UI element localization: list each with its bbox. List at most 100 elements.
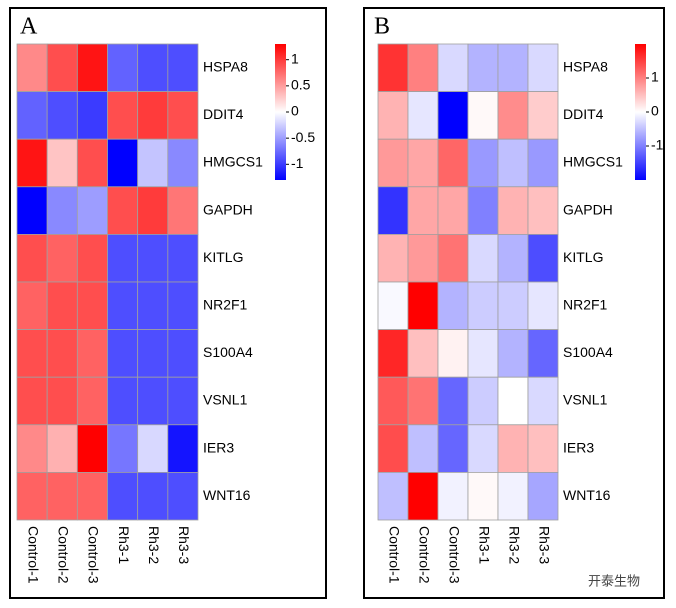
heatmap-cell bbox=[497, 91, 529, 140]
heatmap-cell bbox=[107, 424, 139, 473]
heatmap-cell bbox=[16, 329, 48, 378]
heatmap-cell bbox=[407, 471, 439, 521]
heatmap-cell bbox=[16, 281, 48, 330]
column-label: Control-3 bbox=[86, 526, 102, 584]
heatmap-cell bbox=[107, 376, 139, 426]
heatmap-cell bbox=[137, 471, 169, 521]
heatmap-cell bbox=[407, 281, 439, 330]
column-label: Control-1 bbox=[25, 526, 41, 584]
panel-label: A bbox=[20, 14, 38, 40]
heatmap-cell bbox=[76, 43, 108, 92]
heatmap-cell bbox=[467, 186, 499, 235]
colorbar-tick-label: -1 bbox=[651, 137, 664, 153]
heatmap-cell bbox=[377, 329, 409, 378]
heatmap-cell bbox=[467, 281, 499, 330]
heatmap-cell bbox=[46, 233, 78, 283]
heatmap-cell bbox=[497, 281, 529, 330]
colorbar-tick-label: 1 bbox=[291, 50, 299, 66]
heatmap-cell bbox=[527, 329, 559, 378]
heatmap-cell bbox=[137, 43, 169, 92]
heatmap-cell bbox=[107, 138, 139, 188]
heatmap-cell bbox=[497, 471, 529, 521]
heatmap-cell bbox=[377, 138, 409, 188]
heatmap-cell bbox=[76, 186, 108, 235]
heatmap-cell bbox=[407, 376, 439, 426]
heatmap-cell bbox=[407, 186, 439, 235]
heatmap-cell bbox=[16, 43, 48, 92]
heatmap-cell bbox=[16, 376, 48, 426]
row-label: KITLG bbox=[203, 249, 243, 265]
heatmap-cell bbox=[76, 471, 108, 521]
heatmap-cell bbox=[437, 424, 469, 473]
heatmap-cell bbox=[467, 471, 499, 521]
heatmap-cell bbox=[76, 424, 108, 473]
colorbar-tick-label: 0.5 bbox=[291, 77, 311, 93]
heatmap-cell bbox=[497, 138, 529, 188]
row-label: DDIT4 bbox=[563, 106, 604, 122]
heatmap-cell bbox=[377, 281, 409, 330]
heatmap-cell bbox=[167, 329, 199, 378]
panel-frame bbox=[9, 7, 327, 599]
heatmap-cell bbox=[137, 424, 169, 473]
column-label: Control-1 bbox=[386, 526, 402, 584]
heatmap-cell bbox=[107, 281, 139, 330]
heatmap-cell bbox=[46, 281, 78, 330]
row-label: WNT16 bbox=[203, 487, 251, 503]
heatmap-cell bbox=[76, 376, 108, 426]
row-label: S100A4 bbox=[203, 344, 253, 360]
panel-frame bbox=[363, 7, 665, 599]
heatmap-cell bbox=[137, 186, 169, 235]
heatmap-cell bbox=[407, 233, 439, 283]
row-label: VSNL1 bbox=[203, 392, 248, 408]
heatmap-cell bbox=[527, 424, 559, 473]
heatmap-cell bbox=[46, 329, 78, 378]
heatmap-cell bbox=[527, 186, 559, 235]
column-label: Rh3-1 bbox=[116, 526, 132, 564]
heatmap-cell bbox=[137, 281, 169, 330]
row-label: GAPDH bbox=[563, 201, 613, 217]
heatmap-cell bbox=[107, 91, 139, 140]
column-label: Control-2 bbox=[56, 526, 72, 584]
heatmap-cell bbox=[137, 91, 169, 140]
heatmap-cell bbox=[107, 329, 139, 378]
row-label: HMGCS1 bbox=[203, 154, 263, 170]
colorbar-tick-label: 0 bbox=[291, 103, 299, 119]
row-label: S100A4 bbox=[563, 344, 613, 360]
row-label: GAPDH bbox=[203, 201, 253, 217]
heatmap-cell bbox=[46, 138, 78, 188]
row-label: IER3 bbox=[563, 439, 594, 455]
colorbar bbox=[635, 44, 646, 180]
heatmap-cell bbox=[76, 138, 108, 188]
heatmap-cell bbox=[167, 233, 199, 283]
heatmap-cell bbox=[467, 424, 499, 473]
heatmap-cell bbox=[377, 471, 409, 521]
heatmap-cell bbox=[137, 376, 169, 426]
colorbar-tick-label: -0.5 bbox=[291, 129, 315, 145]
colorbar-tick-label: 1 bbox=[651, 69, 659, 85]
heatmap-cell bbox=[437, 329, 469, 378]
colorbar-tick-label: 0 bbox=[651, 103, 659, 119]
colorbar bbox=[275, 44, 286, 180]
heatmap-cell bbox=[167, 471, 199, 521]
heatmap-cell bbox=[467, 233, 499, 283]
heatmap-cell bbox=[437, 138, 469, 188]
heatmap-cell bbox=[167, 91, 199, 140]
heatmap-cell bbox=[76, 329, 108, 378]
heatmap-cell bbox=[76, 281, 108, 330]
heatmap-cell bbox=[16, 233, 48, 283]
heatmap-cell bbox=[377, 43, 409, 92]
heatmap-cell bbox=[16, 186, 48, 235]
heatmap-cell bbox=[167, 424, 199, 473]
heatmap-cell bbox=[377, 91, 409, 140]
watermark: 开泰生物 bbox=[588, 575, 640, 590]
heatmap-cell bbox=[46, 376, 78, 426]
heatmap-cell bbox=[437, 91, 469, 140]
heatmap-cell bbox=[497, 329, 529, 378]
heatmap-cell bbox=[437, 471, 469, 521]
heatmap-cell bbox=[437, 376, 469, 426]
heatmap-cell bbox=[467, 329, 499, 378]
heatmap-cell bbox=[137, 233, 169, 283]
heatmap-cell bbox=[46, 91, 78, 140]
heatmap-cell bbox=[437, 186, 469, 235]
